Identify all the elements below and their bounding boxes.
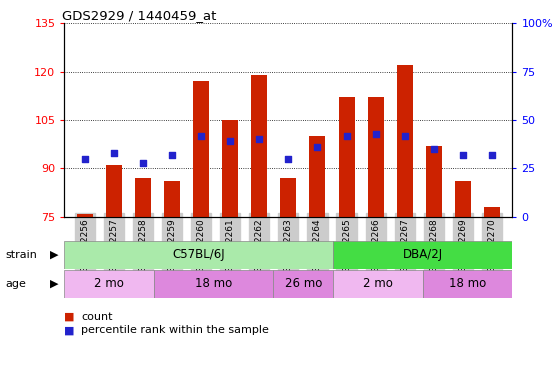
Bar	[426, 146, 442, 217]
Bar	[310, 136, 325, 217]
Bar	[484, 207, 500, 217]
Text: ■: ■	[64, 312, 75, 322]
Text: 18 mo: 18 mo	[449, 277, 486, 290]
Text: 2 mo: 2 mo	[363, 277, 393, 290]
Bar	[281, 178, 296, 217]
Bar	[64, 270, 154, 298]
Point	[167, 152, 176, 158]
Bar	[64, 241, 333, 269]
Bar	[368, 98, 384, 217]
Point	[313, 144, 322, 150]
Bar	[397, 65, 413, 217]
Text: age: age	[6, 279, 26, 289]
Point	[109, 150, 118, 156]
Point	[138, 160, 147, 166]
Text: C57BL/6J: C57BL/6J	[172, 248, 225, 262]
Point	[284, 156, 293, 162]
Point	[80, 156, 89, 162]
Bar	[333, 241, 512, 269]
Text: DBA/2J: DBA/2J	[403, 248, 443, 262]
Bar	[222, 120, 238, 217]
Point	[430, 146, 438, 152]
Point	[197, 132, 206, 139]
Bar	[154, 270, 273, 298]
Text: count: count	[81, 312, 113, 322]
Text: percentile rank within the sample: percentile rank within the sample	[81, 325, 269, 335]
Bar	[273, 270, 333, 298]
Point	[226, 138, 235, 144]
Bar	[339, 98, 354, 217]
Bar	[455, 181, 471, 217]
Point	[371, 131, 380, 137]
Bar	[251, 75, 267, 217]
Bar	[193, 81, 209, 217]
Bar	[135, 178, 151, 217]
Text: 18 mo: 18 mo	[195, 277, 232, 290]
Bar	[333, 270, 423, 298]
Point	[400, 132, 409, 139]
Text: ▶: ▶	[50, 279, 59, 289]
Bar	[77, 214, 93, 217]
Text: 2 mo: 2 mo	[94, 277, 124, 290]
Text: ■: ■	[64, 325, 75, 335]
Text: strain: strain	[6, 250, 38, 260]
Text: GDS2929 / 1440459_at: GDS2929 / 1440459_at	[62, 9, 217, 22]
Point	[488, 152, 497, 158]
Point	[459, 152, 468, 158]
Bar	[106, 165, 122, 217]
Bar	[164, 181, 180, 217]
Text: 26 mo: 26 mo	[284, 277, 322, 290]
Point	[255, 136, 264, 142]
Bar	[423, 270, 512, 298]
Text: ▶: ▶	[50, 250, 59, 260]
Point	[342, 132, 351, 139]
